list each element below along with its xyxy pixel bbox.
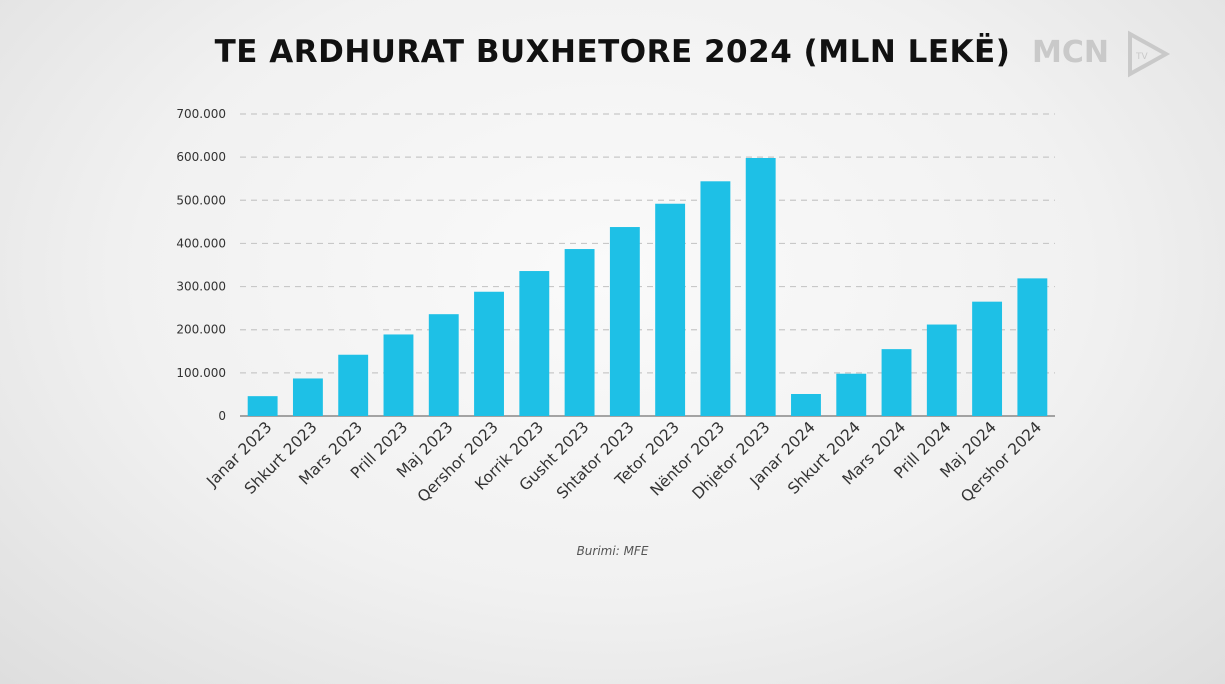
bar [519, 271, 550, 416]
bar [609, 227, 640, 416]
bar [836, 373, 867, 416]
bar [338, 354, 369, 416]
y-tick-label: 700.000 [176, 107, 226, 121]
logo-text: MCN [1032, 35, 1109, 70]
source-note: Burimi: MFE [576, 544, 649, 558]
bar [655, 203, 686, 416]
bar [1017, 278, 1048, 416]
bar [428, 314, 459, 416]
bar [292, 378, 323, 416]
logo-subtext: TV [1135, 52, 1148, 62]
y-tick-label: 200.000 [176, 323, 226, 337]
bar [700, 181, 731, 416]
bar [383, 334, 414, 416]
y-tick-label: 500.000 [176, 193, 226, 207]
bar [247, 396, 278, 416]
channel-logo: MCN TV [1032, 30, 1171, 78]
x-tick-label: Qershor 2023 [414, 418, 502, 506]
bar [926, 324, 957, 416]
y-tick-label: 100.000 [176, 366, 226, 380]
y-tick-label: 400.000 [176, 236, 226, 250]
bar [564, 249, 595, 416]
chart-title: TE ARDHURAT BUXHETORE 2024 (MLN LEKË) [214, 34, 1011, 70]
x-tick-label: Qershor 2024 [957, 418, 1045, 506]
bar [881, 349, 912, 416]
bar [745, 158, 776, 416]
y-tick-label: 300.000 [176, 280, 226, 294]
play-icon [1128, 30, 1171, 78]
bar [972, 301, 1003, 416]
bar [474, 291, 504, 416]
bar [791, 393, 821, 416]
y-tick-label: 600.000 [176, 150, 226, 164]
y-tick-label: 0 [218, 409, 226, 423]
